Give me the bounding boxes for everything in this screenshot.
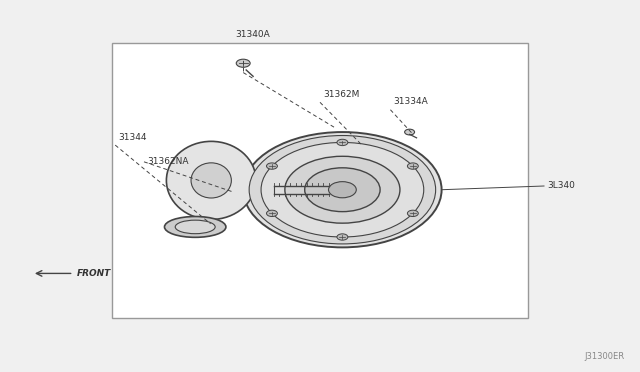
Circle shape bbox=[328, 182, 356, 198]
Text: FRONT: FRONT bbox=[77, 269, 111, 278]
Circle shape bbox=[261, 142, 424, 237]
Text: J31300ER: J31300ER bbox=[584, 352, 624, 361]
Circle shape bbox=[337, 139, 348, 145]
Circle shape bbox=[285, 156, 400, 223]
Text: 31344: 31344 bbox=[118, 133, 147, 142]
Circle shape bbox=[408, 163, 419, 169]
Text: 31362NA: 31362NA bbox=[147, 157, 189, 166]
Circle shape bbox=[236, 59, 250, 67]
Circle shape bbox=[305, 168, 380, 212]
Circle shape bbox=[243, 132, 442, 247]
Circle shape bbox=[266, 163, 277, 169]
Text: 3L340: 3L340 bbox=[547, 182, 575, 190]
Ellipse shape bbox=[166, 141, 256, 219]
Text: 31362M: 31362M bbox=[323, 90, 360, 99]
Circle shape bbox=[249, 135, 436, 244]
Ellipse shape bbox=[175, 220, 215, 234]
Text: 31340A: 31340A bbox=[236, 30, 270, 39]
Circle shape bbox=[404, 129, 415, 135]
Circle shape bbox=[408, 210, 419, 217]
Bar bbox=[112, 43, 528, 318]
Ellipse shape bbox=[191, 163, 232, 198]
Circle shape bbox=[337, 234, 348, 240]
Ellipse shape bbox=[164, 217, 226, 237]
Text: 31334A: 31334A bbox=[394, 97, 428, 106]
Circle shape bbox=[266, 210, 277, 217]
